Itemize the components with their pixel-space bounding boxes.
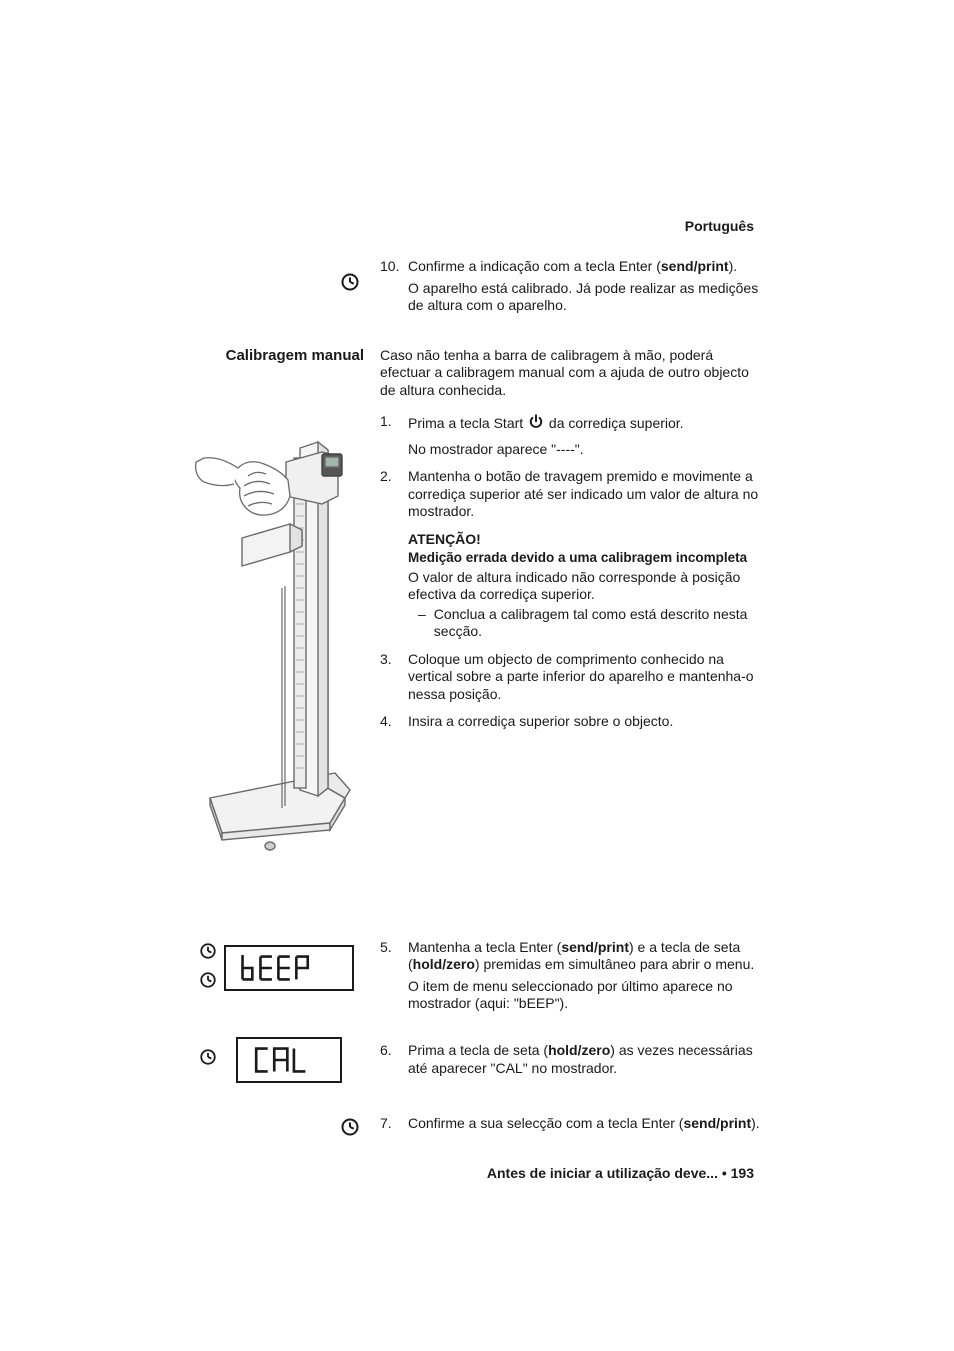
attention-title: ATENÇÃO! [408,531,764,549]
device-illustration [190,418,360,858]
step-text: Prima a tecla Start da corrediça superio… [408,413,764,458]
power-icon [527,413,545,431]
display-cal [190,1037,380,1083]
step-text: Confirme a sua selecção com a tecla Ente… [408,1115,764,1133]
page-footer: Antes de iniciar a utilização deve... • … [487,1165,754,1181]
enter-icon [199,942,217,965]
section-heading: Calibragem manual [190,347,380,364]
step-text: Mantenha a tecla Enter (send/print) e a … [408,939,764,1013]
dash-text: Conclua a calibragem tal como está descr… [434,606,764,641]
step-text: Prima a tecla de seta (hold/zero) as vez… [408,1042,764,1077]
step-number: 3. [380,651,402,704]
display-value [224,945,354,991]
step-number: 4. [380,713,402,731]
enter-icon [199,971,217,994]
enter-icon [199,1048,217,1071]
enter-icon [340,1117,360,1142]
display-beep [190,942,380,994]
step-number: 1. [380,413,402,458]
step-number: 2. [380,468,402,521]
step-number: 6. [380,1042,402,1077]
attention-subtitle: Medição errada devido a uma calibragem i… [408,550,764,567]
intro-text: Caso não tenha a barra de calibragem à m… [380,347,764,400]
display-value [236,1037,342,1083]
attention-body: O valor de altura indicado não correspon… [408,569,764,604]
attention-block: ATENÇÃO! Medição errada devido a uma cal… [380,531,764,641]
step-number: 10. [380,258,402,315]
dash-bullet: – [418,606,426,641]
step-number: 5. [380,939,402,1013]
step-text: Insira a corrediça superior sobre o obje… [408,713,764,731]
step-number: 7. [380,1115,402,1133]
step-text: Mantenha o botão de travagem premido e m… [408,468,764,521]
enter-icon [340,272,360,297]
step-text: Confirme a indicação com a tecla Enter (… [408,258,764,315]
step-text: Coloque um objecto de comprimento conhec… [408,651,764,704]
